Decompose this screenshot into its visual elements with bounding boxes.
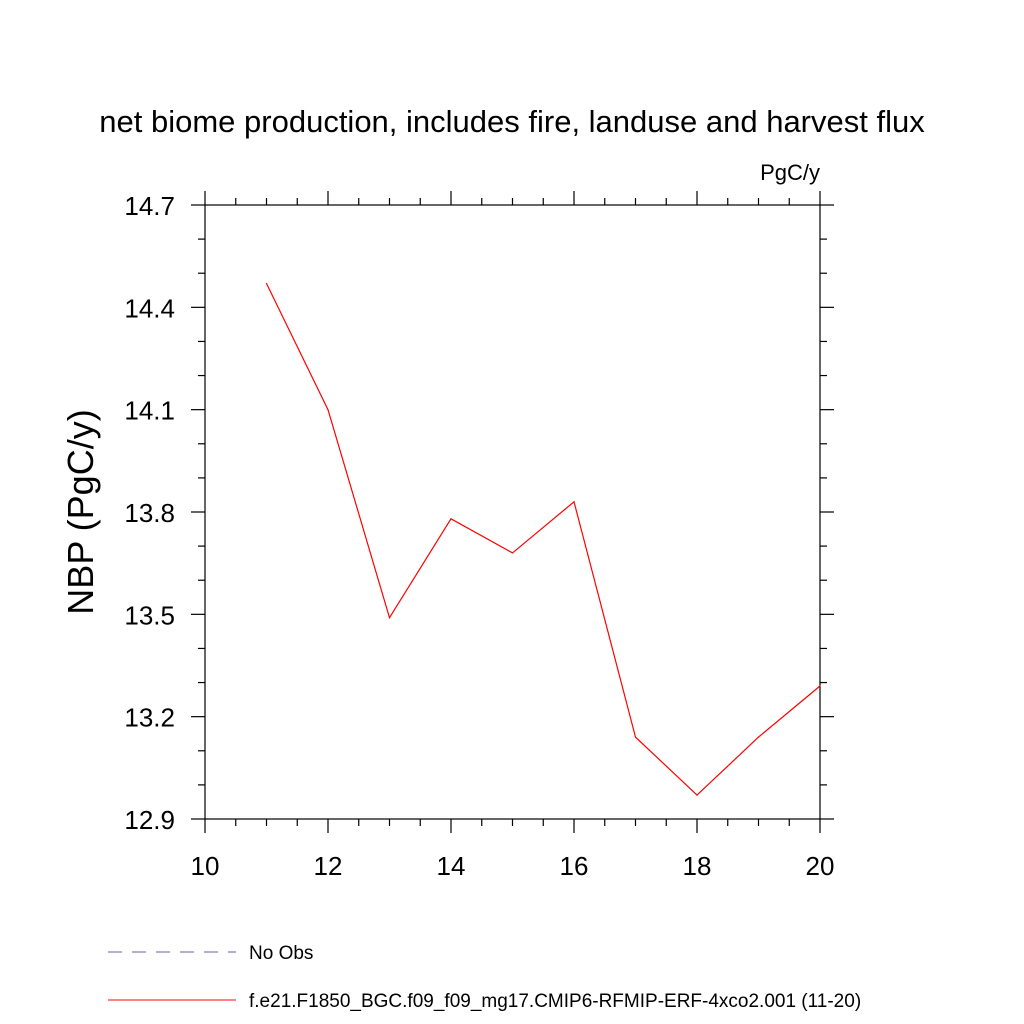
- x-tick-label: 12: [314, 851, 343, 881]
- chart-title: net biome production, includes fire, lan…: [99, 104, 925, 139]
- data-point: [573, 501, 575, 503]
- x-tick-label: 18: [683, 851, 712, 881]
- data-point: [265, 282, 268, 285]
- data-point: [450, 518, 452, 520]
- y-tick-label: 14.1: [124, 396, 175, 426]
- data-point: [511, 552, 514, 554]
- legend-label: No Obs: [249, 943, 313, 964]
- data-point: [757, 736, 760, 738]
- y-tick-label: 13.2: [124, 703, 175, 733]
- x-tick-label: 16: [560, 851, 589, 881]
- y-tick-label: 12.9: [124, 805, 175, 835]
- x-tick-label: 10: [191, 851, 220, 881]
- data-point: [634, 736, 637, 738]
- x-axis-ticks: 10 12 14 16 18 20: [191, 191, 835, 881]
- y-tick-label: 14.7: [124, 191, 175, 221]
- units-label: PgC/y: [760, 160, 820, 185]
- y-tick-label: 13.5: [124, 600, 175, 630]
- series-layer: [265, 282, 821, 796]
- y-tick-label: 14.4: [124, 293, 175, 323]
- y-tick-label: 13.8: [124, 498, 175, 528]
- legend-label: f.e21.F1850_BGC.f09_f09_mg17.CMIP6-RFMIP…: [249, 991, 861, 1012]
- series-line: [265, 283, 821, 796]
- y-axis-label: NBP (PgC/y): [60, 409, 101, 614]
- plot-frame: [204, 204, 821, 820]
- x-tick-label: 20: [806, 851, 835, 881]
- x-tick-label: 14: [437, 851, 466, 881]
- data-point: [696, 794, 698, 796]
- data-point: [327, 409, 329, 411]
- data-point: [388, 617, 391, 619]
- y-axis-ticks: 12.9 13.2 13.5 13.8 14.1 14.4 14.7: [124, 191, 834, 835]
- legend: No Obs f.e21.F1850_BGC.f09_f09_mg17.CMIP6…: [108, 943, 861, 1012]
- data-point: [819, 685, 821, 687]
